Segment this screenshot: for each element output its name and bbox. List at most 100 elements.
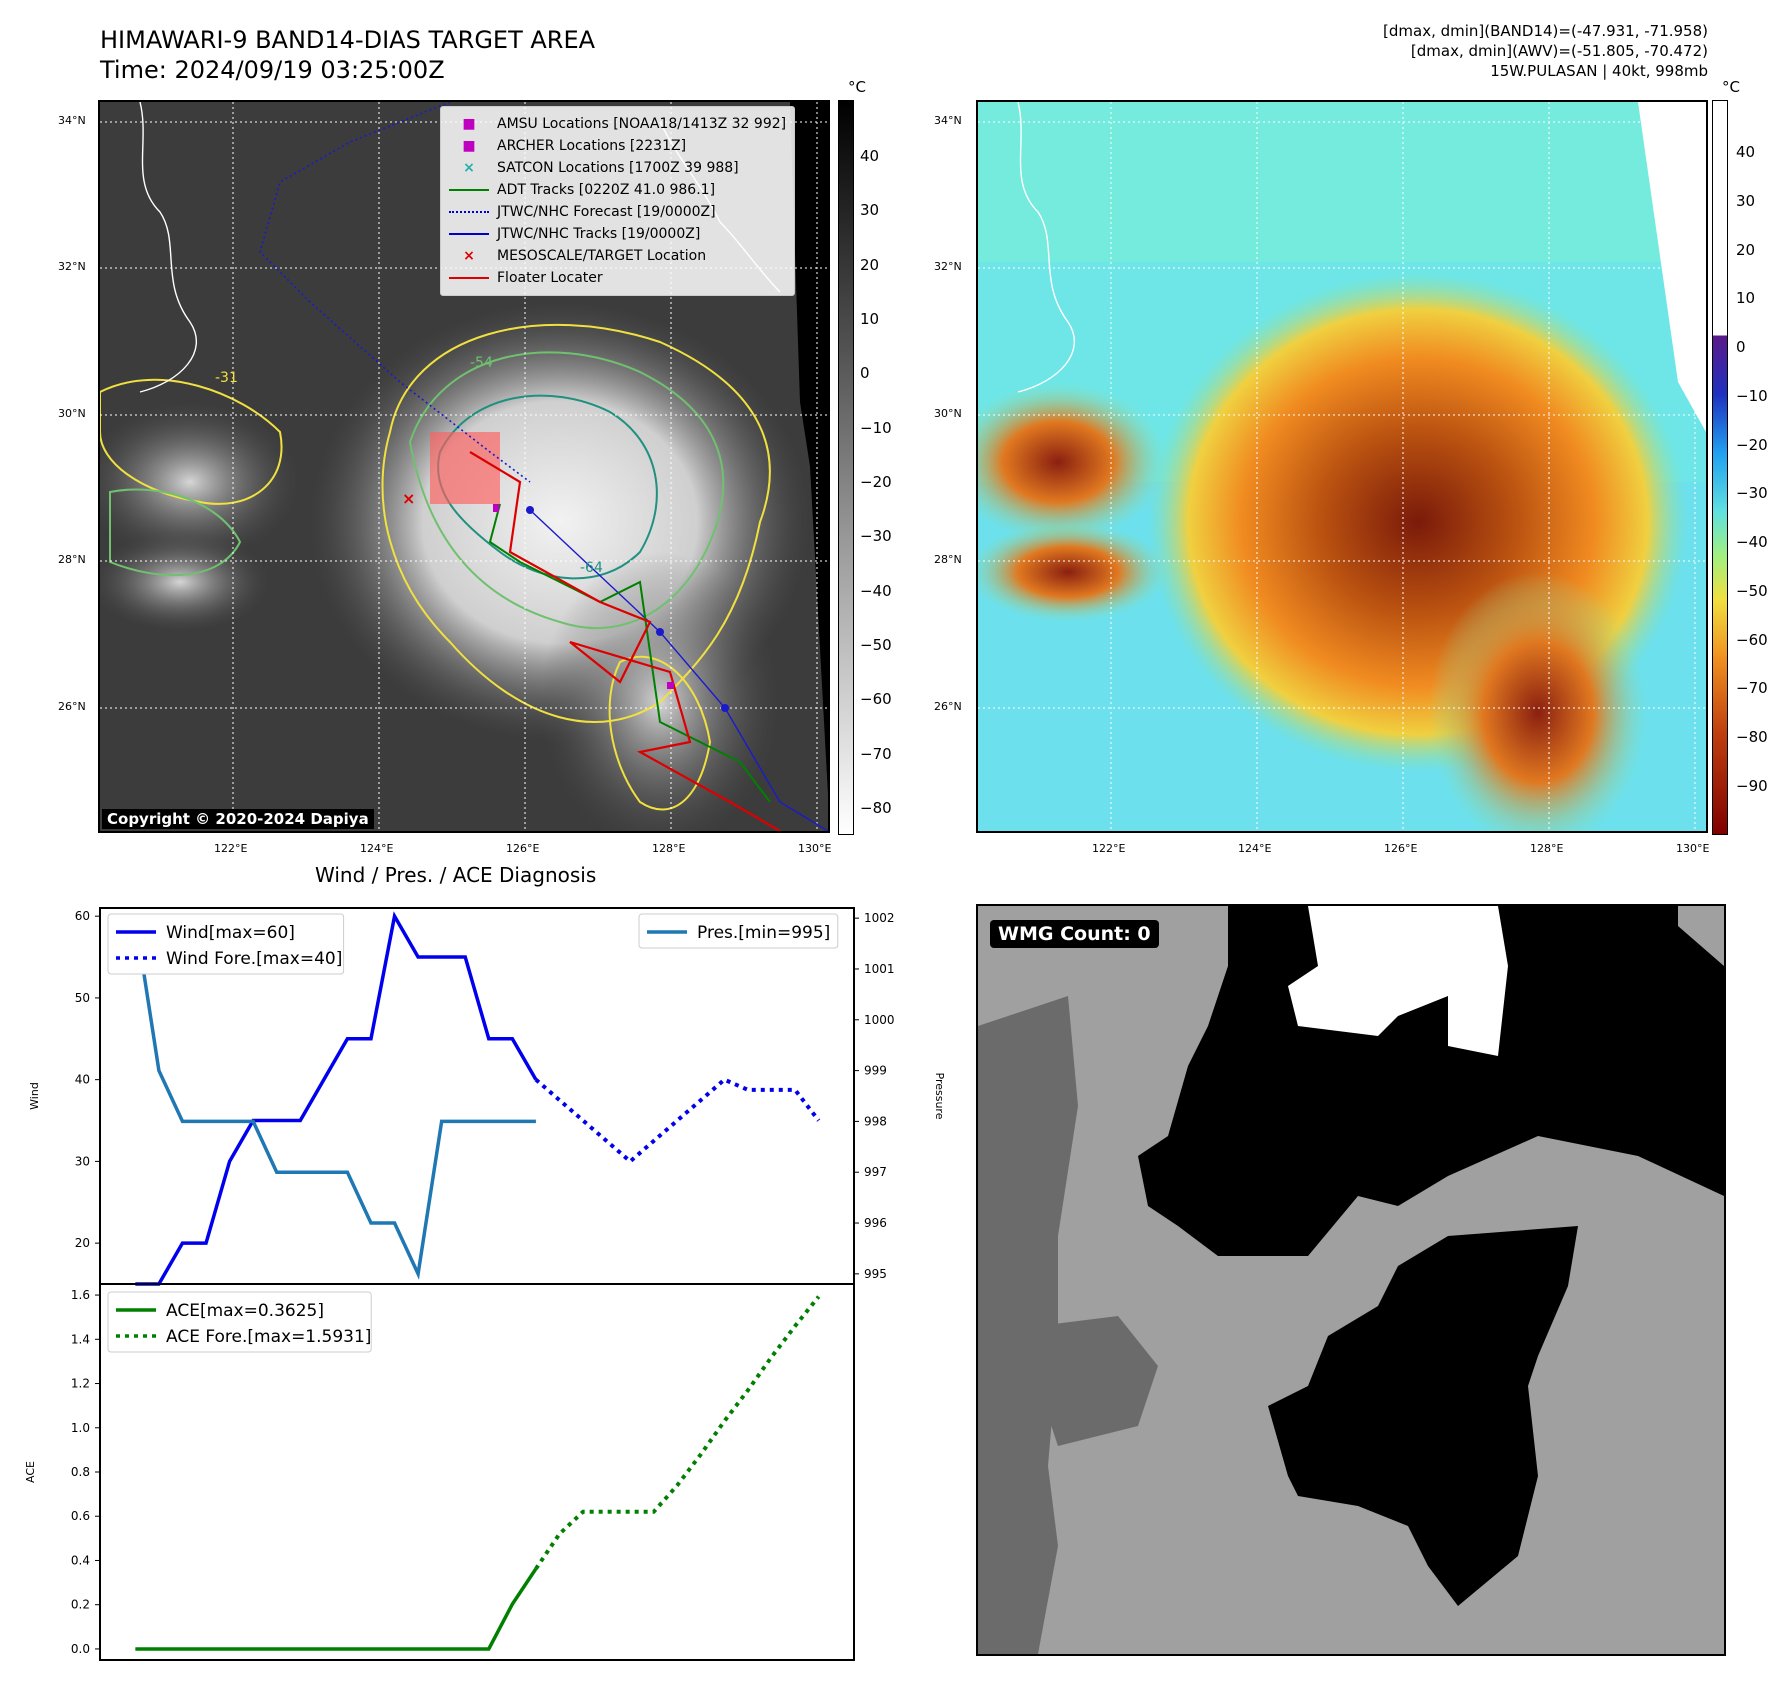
lat-label: 28°N bbox=[934, 553, 962, 566]
legend-item: × MESOSCALE/TARGET Location bbox=[463, 248, 707, 264]
y-tick-label: 30 bbox=[75, 1154, 90, 1168]
legend-item: ADT Tracks [0220Z 41.0 986.1] bbox=[449, 179, 786, 201]
enhanced-ir-panel bbox=[976, 100, 1708, 833]
y2-tick-label: 995 bbox=[864, 1267, 887, 1281]
lon-label: 130°E bbox=[1676, 842, 1710, 855]
ace-series-line-1 bbox=[534, 1295, 821, 1570]
ir-map-panel: × -31 -54 -64 ■ AMSU Locations [NOAA18/14… bbox=[98, 100, 830, 833]
y-tick-label: 1.0 bbox=[71, 1421, 90, 1435]
colorbar-tick-label: 0 bbox=[860, 364, 870, 383]
colorbar-tick-label: −80 bbox=[860, 799, 892, 817]
legend-label: ACE Fore.[max=1.5931] bbox=[166, 1327, 371, 1347]
colorbar-tick-label: −50 bbox=[1736, 581, 1768, 600]
legend-item: ■ AMSU Locations [NOAA18/1413Z 32 992] bbox=[462, 116, 787, 132]
legend-label: Pres.[min=995] bbox=[697, 923, 830, 943]
lon-label: 128°E bbox=[1530, 842, 1564, 855]
colorbar-tick-label: −50 bbox=[860, 636, 892, 654]
y-tick-label: 0.6 bbox=[71, 1509, 90, 1523]
info-awv: [dmax, dmin](AWV)=(-51.805, -70.472) bbox=[1410, 42, 1708, 60]
enhanced-ir-image bbox=[978, 102, 1706, 831]
wmg-count-badge: WMG Count: 0 bbox=[990, 920, 1159, 948]
y-axis-label: ACE bbox=[24, 1461, 37, 1483]
info-storm: 15W.PULASAN | 40kt, 998mb bbox=[1490, 62, 1708, 80]
y2-tick-label: 999 bbox=[864, 1064, 887, 1078]
legend-item: Floater Locater bbox=[449, 267, 786, 289]
map-legend: ■ AMSU Locations [NOAA18/1413Z 32 992] ■ A… bbox=[440, 106, 796, 296]
y2-tick-label: 997 bbox=[864, 1165, 887, 1179]
legend-item: JTWC/NHC Tracks [19/0000Z] bbox=[449, 223, 786, 245]
colorbar-tick-label: −70 bbox=[860, 744, 892, 763]
y2-tick-label: 996 bbox=[864, 1216, 887, 1230]
colorbar-tick-label: 40 bbox=[1736, 143, 1756, 161]
legend-box bbox=[107, 1291, 372, 1353]
chart-title: HIMAWARI-9 BAND14-DIAS TARGET AREA bbox=[100, 26, 596, 54]
lat-label: 30°N bbox=[934, 407, 962, 420]
colorbar-tick-label: −20 bbox=[860, 473, 892, 491]
y2-tick-label: 1001 bbox=[864, 962, 895, 976]
colorbar-enhanced bbox=[1712, 100, 1728, 835]
colorbar-tick-label: −60 bbox=[1736, 630, 1768, 649]
lon-label: 124°E bbox=[360, 842, 394, 855]
legend-box bbox=[638, 913, 839, 949]
y-tick-label: 0.4 bbox=[71, 1553, 90, 1567]
y-tick-label: 0.8 bbox=[71, 1465, 90, 1479]
copyright-label: Copyright © 2020-2024 Dapiya bbox=[102, 809, 374, 829]
colorbar-unit: °C bbox=[848, 78, 866, 96]
colorbar-unit: °C bbox=[1722, 78, 1740, 96]
colorbar-tick-label: −10 bbox=[860, 418, 892, 437]
series-line-2 bbox=[133, 917, 536, 1280]
series-line-1 bbox=[534, 1077, 821, 1165]
y-tick-label: 0.0 bbox=[71, 1642, 90, 1656]
colorbar-tick-label: −30 bbox=[1736, 484, 1768, 503]
legend-item: JTWC/NHC Forecast [19/0000Z] bbox=[449, 201, 786, 223]
colorbar-tick-label: 10 bbox=[860, 310, 880, 328]
chart-time: Time: 2024/09/19 03:25:00Z bbox=[100, 56, 445, 84]
wmg-panel: WMG Count: 0 bbox=[976, 904, 1726, 1656]
colorbar-tick-label: 30 bbox=[860, 201, 880, 220]
colorbar-tick-label: 10 bbox=[1736, 289, 1756, 308]
lon-label: 126°E bbox=[1384, 842, 1418, 855]
lat-label: 26°N bbox=[58, 700, 86, 713]
y-axis-label: Wind bbox=[28, 1082, 41, 1110]
colorbar-tick-label: 30 bbox=[1736, 191, 1756, 210]
y-tick-label: 1.6 bbox=[71, 1288, 90, 1302]
diagnosis-title: Wind / Pres. / ACE Diagnosis bbox=[315, 863, 597, 887]
lon-label: 126°E bbox=[506, 842, 540, 855]
lat-label: 34°N bbox=[58, 114, 86, 127]
lon-label: 130°E bbox=[798, 842, 832, 855]
lon-label: 128°E bbox=[652, 842, 686, 855]
y-tick-label: 1.4 bbox=[71, 1332, 90, 1346]
legend-item: ■ ARCHER Locations [2231Z] bbox=[462, 138, 687, 154]
y-tick-label: 20 bbox=[75, 1236, 90, 1250]
y2-tick-label: 998 bbox=[864, 1114, 887, 1128]
lat-label: 28°N bbox=[58, 553, 86, 566]
y2-axis-label: Pressure bbox=[933, 1073, 946, 1120]
colorbar-tick-label: 20 bbox=[1736, 240, 1756, 259]
lat-label: 30°N bbox=[58, 407, 86, 420]
contour-label: -54 bbox=[470, 355, 493, 371]
lat-label: 32°N bbox=[934, 260, 962, 273]
y-tick-label: 0.2 bbox=[71, 1598, 90, 1612]
svg-text:×: × bbox=[402, 489, 415, 508]
lat-label: 34°N bbox=[934, 114, 962, 127]
colorbar-tick-label: 20 bbox=[860, 255, 880, 274]
legend-label: Wind Fore.[max=40] bbox=[166, 949, 342, 969]
diagnosis-chart: 20 30 40 50 60 995 996 997 998 999 1000 1001 1002 Win… bbox=[24, 907, 946, 1661]
y2-tick-label: 1002 bbox=[864, 911, 895, 925]
y2-tick-label: 1000 bbox=[864, 1013, 895, 1027]
colorbar-tick-label: 0 bbox=[1736, 338, 1746, 357]
colorbar-tick-label: −60 bbox=[860, 690, 892, 709]
series-line-0 bbox=[135, 911, 538, 1286]
lat-label: 26°N bbox=[934, 700, 962, 713]
lat-label: 32°N bbox=[58, 260, 86, 273]
wmg-image bbox=[978, 906, 1724, 1654]
y-tick-label: 50 bbox=[75, 991, 90, 1005]
y-tick-label: 60 bbox=[75, 909, 90, 923]
colorbar-tick-label: −40 bbox=[1736, 533, 1768, 552]
colorbar-tick-label: −20 bbox=[1736, 435, 1768, 454]
info-band14: [dmax, dmin](BAND14)=(-47.931, -71.958) bbox=[1383, 22, 1708, 40]
lon-label: 124°E bbox=[1238, 842, 1272, 855]
legend-box bbox=[107, 913, 345, 975]
legend-item: × SATCON Locations [1700Z 39 988] bbox=[463, 160, 739, 176]
colorbar-tick-label: −80 bbox=[1736, 728, 1768, 747]
